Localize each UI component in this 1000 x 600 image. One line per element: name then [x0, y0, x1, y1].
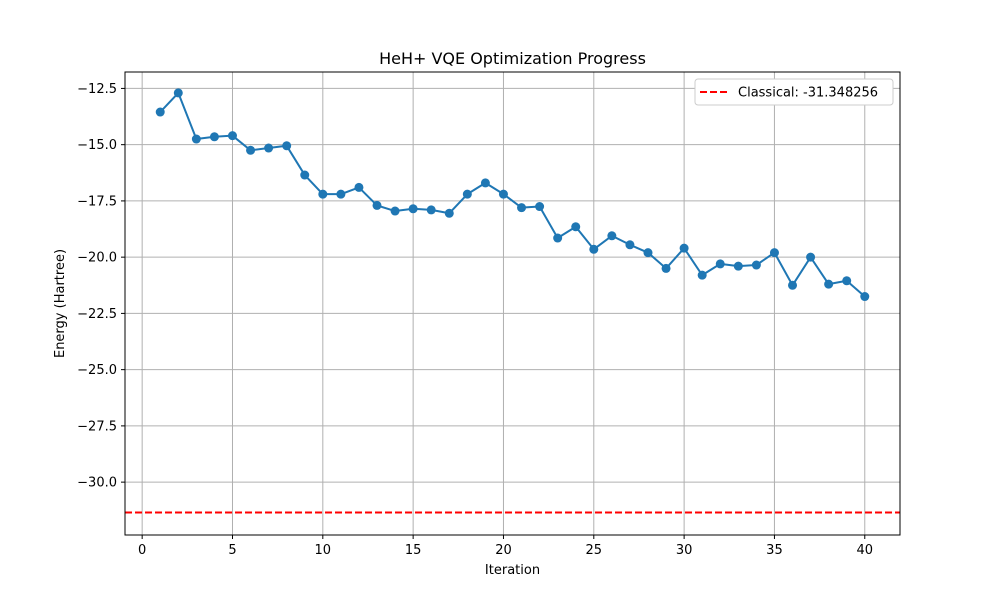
energy-point [788, 280, 798, 290]
x-tick-label: 10 [315, 543, 332, 558]
energy-point [408, 204, 418, 214]
x-tick-label: 40 [856, 543, 873, 558]
energy-point [860, 292, 870, 302]
energy-point [824, 279, 834, 289]
energy-point [155, 107, 165, 117]
x-tick-label: 35 [766, 543, 783, 558]
energy-point [354, 182, 364, 192]
energy-point [300, 170, 310, 180]
y-tick-label: −20.0 [77, 251, 117, 266]
energy-point [517, 203, 527, 213]
energy-series [155, 88, 870, 302]
energy-point [607, 231, 617, 241]
x-tick-label: 25 [586, 543, 603, 558]
energy-line [159, 91, 866, 298]
x-tick-label: 0 [138, 543, 146, 558]
chart-title: HeH+ VQE Optimization Progress [379, 49, 646, 68]
energy-point [191, 134, 201, 144]
energy-point [426, 205, 436, 215]
energy-point [589, 244, 599, 254]
energy-point [264, 143, 274, 153]
energy-point [336, 189, 346, 199]
energy-point [372, 200, 382, 210]
energy-point [498, 189, 508, 199]
energy-point [282, 141, 292, 151]
y-axis-ticks: −12.5 −15.0 −17.5 −20.0 −22.5 −25.0 −27.5 −30.0 [77, 82, 125, 491]
energy-point [462, 189, 472, 199]
energy-point [733, 261, 743, 271]
plot-frame [124, 71, 901, 536]
y-tick-label: −25.0 [77, 363, 117, 378]
energy-point [553, 233, 563, 243]
energy-point [806, 252, 816, 262]
energy-point [246, 145, 256, 155]
plot-area [125, 72, 900, 535]
y-axis-label: Energy (Hartree) [53, 249, 68, 358]
y-tick-label: −30.0 [77, 476, 117, 491]
y-tick-label: −12.5 [77, 82, 117, 97]
x-tick-label: 30 [676, 543, 693, 558]
energy-point [318, 189, 328, 199]
energy-point [697, 270, 707, 280]
energy-point [715, 259, 725, 269]
energy-point [480, 178, 490, 188]
legend-label: Classical: -31.348256 [738, 86, 878, 101]
energy-point [173, 88, 183, 98]
energy-point [842, 276, 852, 286]
energy-point [571, 222, 581, 232]
energy-point [661, 263, 671, 273]
x-tick-label: 15 [405, 543, 422, 558]
energy-point [444, 208, 454, 218]
x-tick-label: 5 [228, 543, 236, 558]
x-axis-ticks: 0 5 10 15 20 25 30 35 40 [138, 535, 873, 558]
x-axis-label: Iteration [485, 563, 540, 578]
y-tick-label: −17.5 [77, 194, 117, 209]
energy-point [751, 260, 761, 270]
energy-point [769, 248, 779, 258]
energy-point [227, 131, 237, 141]
y-tick-label: −22.5 [77, 307, 117, 322]
energy-point [625, 240, 635, 250]
energy-point [643, 248, 653, 258]
legend-box [694, 78, 894, 106]
x-tick-label: 20 [495, 543, 512, 558]
energy-point [679, 243, 689, 253]
energy-point [209, 132, 219, 142]
y-tick-label: −15.0 [77, 138, 117, 153]
y-tick-label: −27.5 [77, 419, 117, 434]
legend: Classical: -31.348256 [694, 78, 894, 106]
energy-point [390, 206, 400, 216]
energy-point [535, 202, 545, 212]
